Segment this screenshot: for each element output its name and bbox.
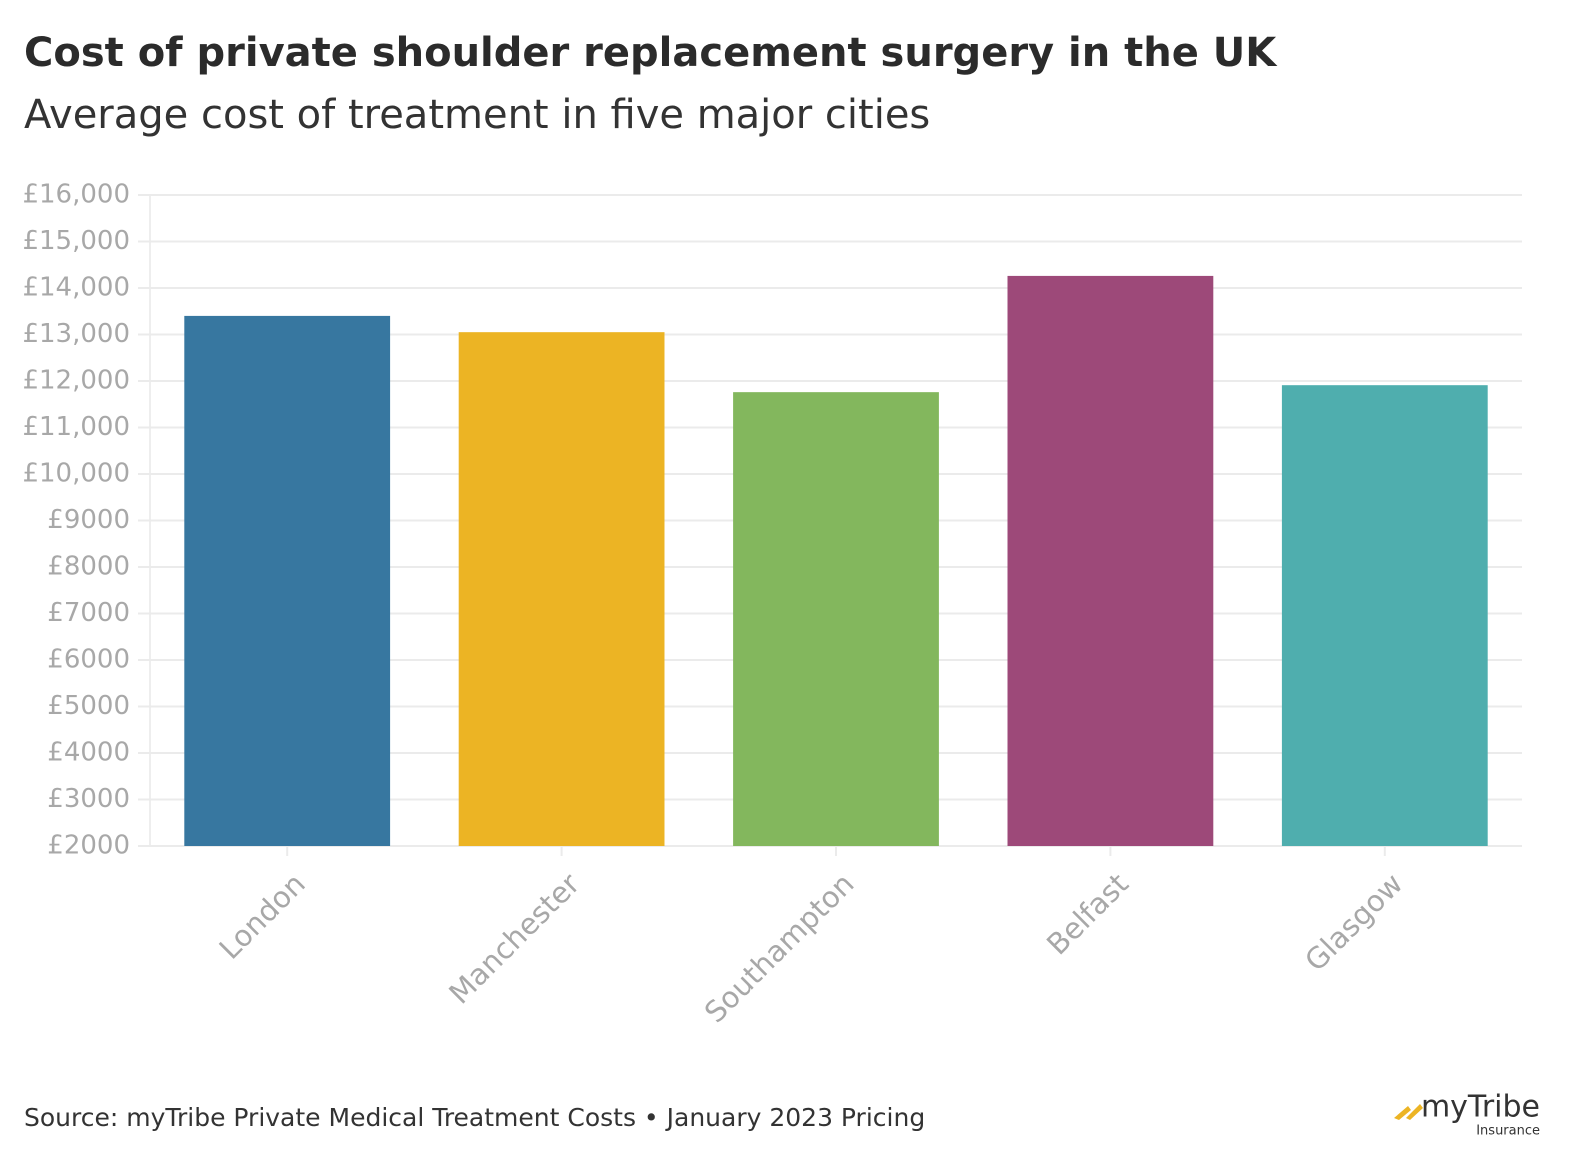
chart-subtitle: Average cost of treatment in five major …: [24, 92, 930, 138]
x-tick-label: London: [213, 867, 312, 966]
y-tick-label: £15,000: [22, 226, 130, 256]
logo-tagline: Insurance: [1476, 1124, 1540, 1139]
bar: [1007, 275, 1214, 846]
logo-icon: [1394, 1104, 1423, 1120]
y-tick-label: £4000: [47, 738, 130, 768]
y-tick-label: £10,000: [22, 459, 130, 489]
y-tick-label: £13,000: [22, 319, 130, 349]
y-tick-label: £6000: [47, 645, 130, 675]
y-tick-label: £3000: [47, 784, 130, 814]
y-tick-label: £5000: [47, 691, 130, 721]
y-tick-label: £16,000: [22, 180, 130, 210]
logo: myTribe Insurance: [1394, 1090, 1540, 1139]
bar: [733, 392, 939, 846]
bar: [1281, 385, 1488, 846]
bar: [458, 332, 665, 846]
logo-name: myTribe: [1421, 1090, 1540, 1125]
x-tick-label: Southampton: [698, 867, 861, 1030]
y-tick-label: £14,000: [22, 273, 130, 303]
chart-title: Cost of private shoulder replacement sur…: [24, 30, 1278, 76]
y-tick-label: £9000: [47, 505, 130, 535]
x-tick-label: Manchester: [442, 867, 586, 1011]
bar: [184, 315, 391, 846]
y-tick-label: £12,000: [22, 366, 130, 396]
x-tick-label: Glasgow: [1298, 867, 1409, 978]
y-tick-label: £7000: [47, 598, 130, 628]
x-tick-label: Belfast: [1040, 867, 1135, 962]
y-tick-label: £11,000: [22, 412, 130, 442]
y-tick-label: £8000: [47, 552, 130, 582]
y-tick-label: £2000: [47, 831, 130, 861]
source-note: Source: myTribe Private Medical Treatmen…: [24, 1103, 925, 1132]
